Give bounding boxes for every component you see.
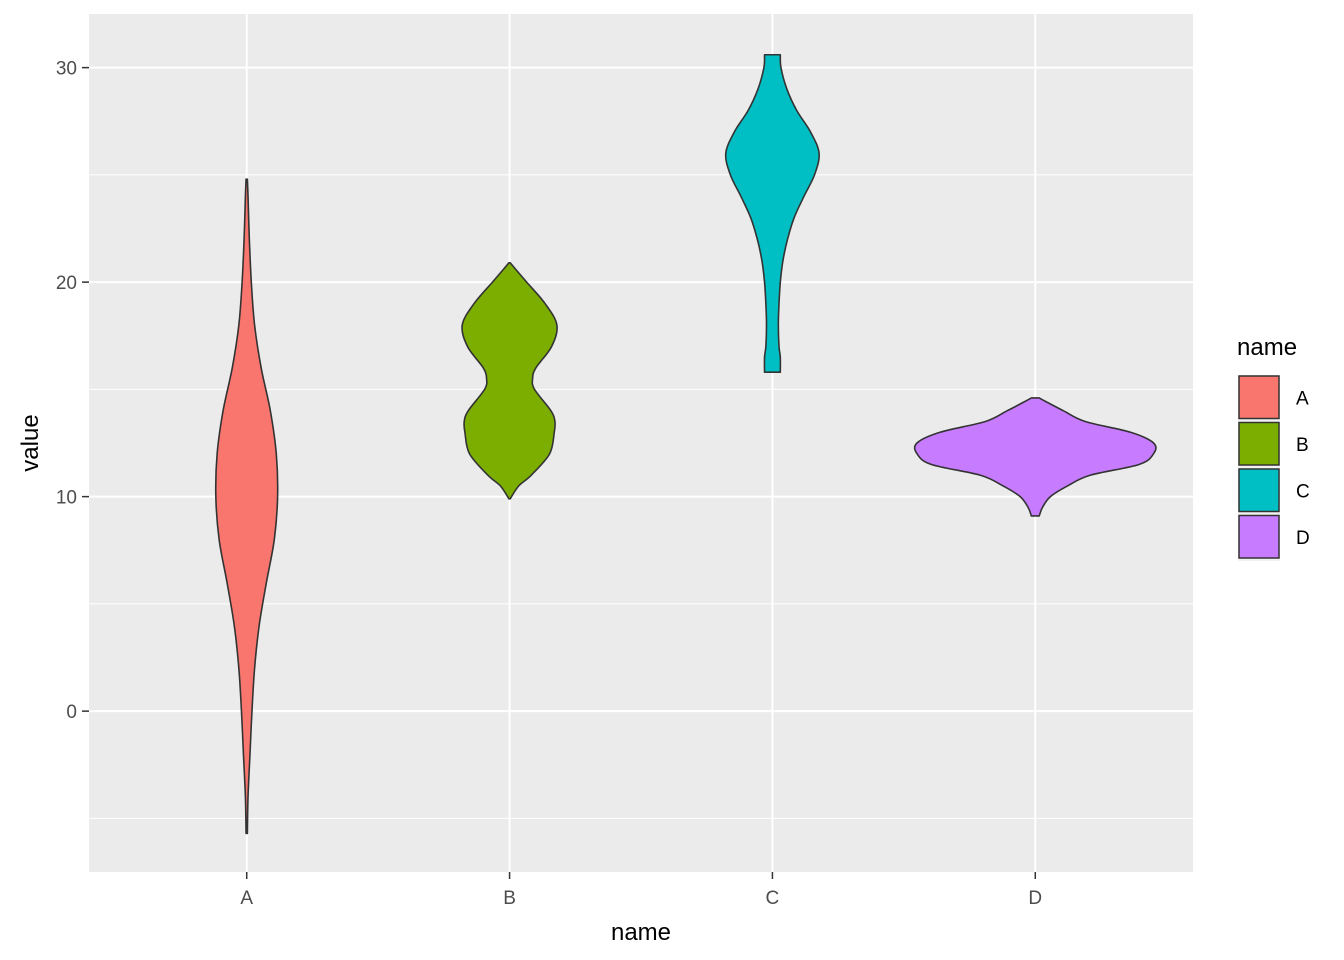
y-tick-label: 0: [66, 702, 77, 723]
violin-B: [461, 262, 558, 500]
x-axis-title: name: [611, 919, 671, 946]
x-tick-label: C: [766, 888, 780, 909]
violin-A: [214, 178, 279, 835]
legend-label-D: D: [1296, 528, 1310, 549]
violin-D: [913, 397, 1157, 517]
y-tick-label: 10: [56, 488, 77, 509]
y-tick-label: 20: [56, 273, 77, 294]
minor-gridlines: [89, 174, 1193, 819]
legend-key-A: [1238, 375, 1280, 420]
legend-title: name: [1237, 334, 1297, 361]
violin-C: [724, 53, 820, 374]
x-tick-label: A: [240, 888, 253, 909]
legend-key-C: [1238, 468, 1280, 513]
legend-key-D: [1238, 514, 1280, 559]
legend: name A B C D: [1237, 334, 1310, 561]
legend-label-A: A: [1296, 388, 1309, 409]
y-axis-title: value: [17, 414, 44, 471]
y-tick-label: 30: [56, 59, 77, 80]
violins: [214, 53, 1157, 835]
legend-key-B: [1238, 421, 1280, 466]
legend-label-C: C: [1296, 481, 1310, 502]
x-tick-label: D: [1028, 888, 1042, 909]
legend-label-B: B: [1296, 435, 1309, 456]
x-tick-label: B: [503, 888, 516, 909]
axes: 0 10 20 30 A B C D: [56, 59, 1042, 909]
